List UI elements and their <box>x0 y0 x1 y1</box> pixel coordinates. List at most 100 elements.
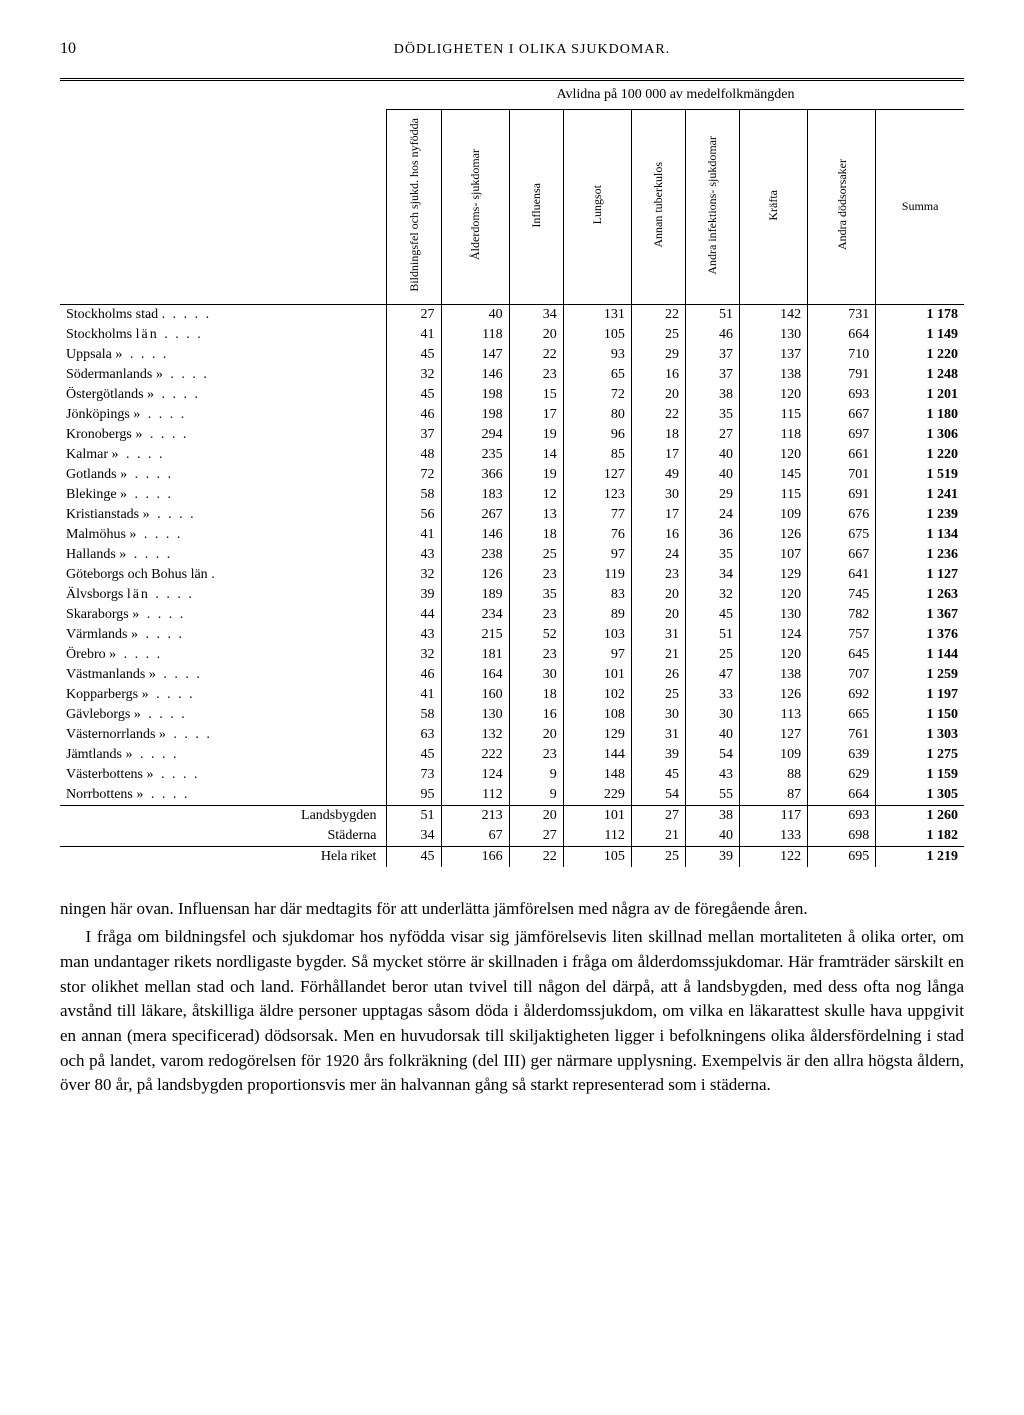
cell: 707 <box>808 665 876 685</box>
cell: 65 <box>563 365 631 385</box>
cell: 1 303 <box>876 725 964 745</box>
cell: 1 134 <box>876 525 964 545</box>
cell: 101 <box>563 665 631 685</box>
col-header: Ålderdoms- sjukdomar <box>468 149 482 260</box>
cell: 222 <box>441 745 509 765</box>
cell: 698 <box>808 826 876 847</box>
cell: 38 <box>685 385 739 405</box>
cell: 45 <box>387 345 441 365</box>
cell: 40 <box>685 445 739 465</box>
cell: 46 <box>685 325 739 345</box>
cell: 32 <box>685 585 739 605</box>
cell: 701 <box>808 465 876 485</box>
row-label: Västerbottens » . . . . <box>60 765 387 785</box>
cell: 26 <box>631 665 685 685</box>
cell: 645 <box>808 645 876 665</box>
cell: 39 <box>631 745 685 765</box>
cell: 19 <box>509 425 563 445</box>
cell: 129 <box>740 565 808 585</box>
cell: 41 <box>387 685 441 705</box>
cell: 693 <box>808 385 876 405</box>
cell: 27 <box>387 304 441 325</box>
cell: 37 <box>685 345 739 365</box>
cell: 697 <box>808 425 876 445</box>
cell: 215 <box>441 625 509 645</box>
cell: 109 <box>740 505 808 525</box>
cell: 38 <box>685 805 739 826</box>
cell: 1 259 <box>876 665 964 685</box>
cell: 23 <box>509 565 563 585</box>
cell: 127 <box>740 725 808 745</box>
cell: 124 <box>740 625 808 645</box>
cell: 29 <box>685 485 739 505</box>
cell: 21 <box>631 826 685 847</box>
cell: 19 <box>509 465 563 485</box>
col-header: Influensa <box>529 183 543 228</box>
col-header: Andra dödsorsaker <box>835 159 849 250</box>
cell: 40 <box>685 725 739 745</box>
cell: 40 <box>685 465 739 485</box>
cell: 1 519 <box>876 465 964 485</box>
cell: 133 <box>740 826 808 847</box>
cell: 1 275 <box>876 745 964 765</box>
cell: 695 <box>808 846 876 867</box>
cell: 103 <box>563 625 631 645</box>
cell: 126 <box>740 685 808 705</box>
table-caption: Avlidna på 100 000 av medelfolkmängden <box>387 80 964 110</box>
cell: 1 197 <box>876 685 964 705</box>
cell: 32 <box>387 365 441 385</box>
cell: 20 <box>631 585 685 605</box>
cell: 25 <box>685 645 739 665</box>
col-header: Summa <box>902 199 939 213</box>
cell: 35 <box>685 405 739 425</box>
cell: 1 236 <box>876 545 964 565</box>
cell: 16 <box>509 705 563 725</box>
cell: 629 <box>808 765 876 785</box>
cell: 1 220 <box>876 445 964 465</box>
cell: 1 159 <box>876 765 964 785</box>
cell: 120 <box>740 585 808 605</box>
cell: 54 <box>631 785 685 806</box>
cell: 731 <box>808 304 876 325</box>
paragraph: ningen här ovan. Influensan har där medt… <box>60 897 964 922</box>
cell: 97 <box>563 645 631 665</box>
cell: 130 <box>740 325 808 345</box>
cell: 23 <box>509 365 563 385</box>
cell: 213 <box>441 805 509 826</box>
cell: 89 <box>563 605 631 625</box>
cell: 72 <box>387 465 441 485</box>
cell: 45 <box>685 605 739 625</box>
cell: 43 <box>685 765 739 785</box>
cell: 132 <box>441 725 509 745</box>
cell: 137 <box>740 345 808 365</box>
cell: 641 <box>808 565 876 585</box>
cell: 22 <box>631 405 685 425</box>
cell: 80 <box>563 405 631 425</box>
cell: 73 <box>387 765 441 785</box>
cell: 676 <box>808 505 876 525</box>
cell: 30 <box>631 485 685 505</box>
row-label: Värmlands » . . . . <box>60 625 387 645</box>
cell: 1 263 <box>876 585 964 605</box>
cell: 20 <box>631 385 685 405</box>
cell: 112 <box>563 826 631 847</box>
cell: 144 <box>563 745 631 765</box>
cell: 119 <box>563 565 631 585</box>
cell: 35 <box>685 545 739 565</box>
cell: 85 <box>563 445 631 465</box>
cell: 87 <box>740 785 808 806</box>
cell: 1 219 <box>876 846 964 867</box>
paragraph: I fråga om bildningsfel och sjukdomar ho… <box>60 925 964 1097</box>
cell: 34 <box>509 304 563 325</box>
cell: 30 <box>685 705 739 725</box>
cell: 51 <box>685 625 739 645</box>
cell: 45 <box>387 846 441 867</box>
cell: 126 <box>441 565 509 585</box>
cell: 30 <box>631 705 685 725</box>
cell: 1 149 <box>876 325 964 345</box>
row-label: Västmanlands » . . . . <box>60 665 387 685</box>
cell: 24 <box>631 545 685 565</box>
cell: 23 <box>509 745 563 765</box>
cell: 105 <box>563 325 631 345</box>
cell: 761 <box>808 725 876 745</box>
